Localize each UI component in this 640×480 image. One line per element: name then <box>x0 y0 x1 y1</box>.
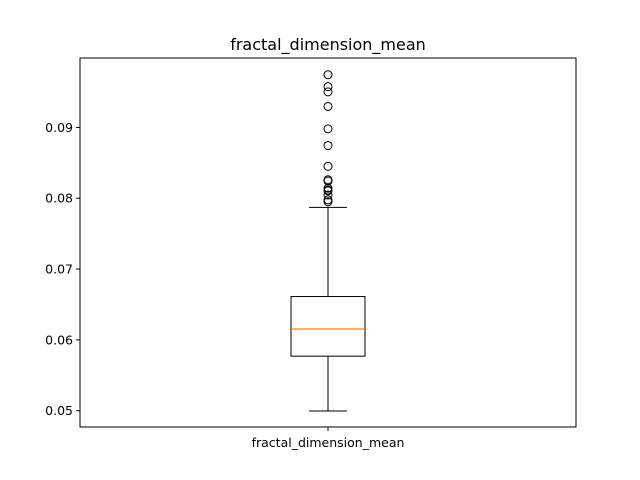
y-tick-label: 0.09 <box>45 120 73 135</box>
box-series <box>290 206 366 412</box>
y-tick-label: 0.07 <box>45 262 73 277</box>
outlier-point <box>323 190 333 200</box>
y-tick-label: 0.08 <box>45 191 73 206</box>
y-tick-label: 0.06 <box>45 332 73 347</box>
outlier-point <box>323 195 333 205</box>
outlier-point <box>323 161 333 171</box>
y-axis: 0.05 0.06 0.07 0.08 0.09 <box>45 120 80 418</box>
y-tick-label: 0.05 <box>45 403 73 418</box>
outlier-point <box>323 176 333 186</box>
outlier-point <box>323 186 333 196</box>
chart-title: fractal_dimension_mean <box>230 35 426 55</box>
outlier-point <box>323 197 333 207</box>
x-tick-label: fractal_dimension_mean <box>252 435 405 450</box>
iqr-box <box>290 296 366 357</box>
outlier-point <box>323 141 333 151</box>
outlier-point <box>323 82 333 92</box>
outlier-point <box>323 70 333 80</box>
outlier-point <box>323 124 333 134</box>
outlier-series <box>323 70 333 207</box>
outlier-point <box>323 87 333 97</box>
outlier-point <box>323 101 333 111</box>
x-axis: fractal_dimension_mean <box>252 427 405 450</box>
